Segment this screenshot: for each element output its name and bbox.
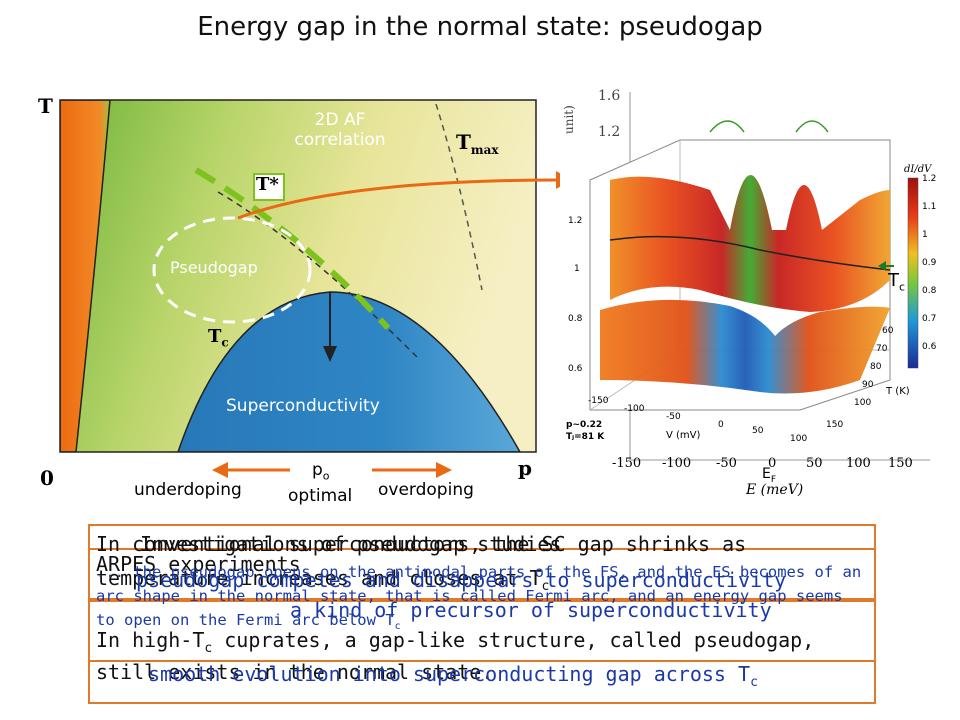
cbar-tick: 1	[922, 230, 928, 240]
e-tick: 50	[806, 456, 823, 471]
e-tick: -100	[662, 456, 692, 471]
e-axis-label: E (meV)	[746, 482, 804, 498]
tmax-label: Tmax	[456, 130, 499, 157]
cbar-tick: 0.7	[922, 314, 937, 324]
z-tick: 1	[574, 264, 580, 274]
tstar-label: T*	[256, 174, 279, 195]
bg-ytick-2: 1.2	[598, 124, 621, 140]
t-tick: 60	[882, 326, 894, 336]
t-tick: 100	[854, 398, 872, 408]
text-box-overlay-1	[88, 548, 876, 600]
sample-tc: Tⱼ=81 K	[566, 432, 605, 442]
cbar-tick: 0.6	[922, 342, 937, 352]
e-tick: 0	[768, 456, 777, 471]
axis-x-label: p	[518, 456, 532, 480]
z-tick: 0.8	[568, 314, 583, 324]
t-tick: 70	[876, 344, 888, 354]
cbar-tick: 1.1	[922, 202, 937, 212]
v-tick: -100	[624, 404, 645, 414]
phase-diagram: T p 0 3D AF order 2D AF correlation Tmax…	[0, 0, 560, 520]
overdoping-label: overdoping	[378, 480, 474, 500]
overlay-fermi-arc: ... the pseudogap opens on the antinodal…	[96, 563, 862, 633]
overlay-investigations: Investigations of pseudogap studies	[140, 532, 562, 556]
e-tick: 150	[888, 456, 913, 471]
af2d-region-label-line2: correlation	[294, 130, 386, 150]
p0-label: po	[312, 460, 330, 483]
fermi-energy-label: EF	[762, 466, 777, 485]
bg-ytick-1: 1.6	[598, 88, 621, 104]
axis-origin-label: 0	[40, 466, 54, 490]
cbar-tick: 1.2	[922, 174, 937, 184]
main-text-line1: In conventional superconductors, the SC …	[96, 532, 747, 556]
v-tick: 50	[752, 426, 764, 436]
v-tick: -150	[588, 396, 609, 406]
text-box-overlay-2	[88, 600, 876, 662]
main-text-line2: temperature increases and closes at Tc	[96, 566, 550, 594]
e-tick: -50	[716, 456, 737, 471]
v-tick: 100	[790, 434, 808, 444]
tc-marker-label: Tc	[888, 270, 906, 294]
page-title: Energy gap in the normal state: pseudoga…	[197, 12, 763, 42]
main-text-line4: still exists in the normal state.	[96, 660, 494, 684]
v-tick: 150	[826, 420, 844, 430]
v-tick: -50	[666, 412, 681, 422]
af2d-region-label-line1: 2D AF	[314, 110, 366, 130]
underdoping-label: underdoping	[134, 480, 242, 500]
z-tick: 1.2	[568, 216, 583, 226]
z-tick: 0.6	[568, 364, 583, 374]
e-tick: -150	[612, 456, 642, 471]
af3d-region-label: 3D AF order	[16, 261, 36, 358]
main-text-line3: In high-Tc cuprates, a gap-like structur…	[96, 628, 815, 656]
overlay-precursor: a kind of precursor of superconductivity	[290, 598, 772, 622]
t-tick: 90	[862, 380, 874, 390]
v-axis-label: V (mV)	[666, 430, 701, 441]
sample-doping: p~0.22	[566, 420, 603, 430]
t-tick: 80	[870, 362, 882, 372]
pseudogap-region-label: Pseudogap	[170, 258, 258, 277]
bg-ylabel: unit)	[562, 105, 576, 134]
cbar-tick: 0.9	[922, 258, 937, 268]
spectra-plot: 1.6 1.2 unit) dI/dV 1.2 1.1 1 0.9 0.8 0.…	[560, 80, 960, 510]
cbar-tick: 0.8	[922, 286, 937, 296]
axis-y-label: T	[38, 94, 53, 118]
t-axis-label: T (K)	[886, 386, 910, 397]
cbar-ticks: 1.2 1.1 1 0.9 0.8 0.7 0.6	[922, 174, 952, 374]
overlay-arpes: ARPES experiments	[96, 552, 301, 576]
superconductivity-region-label: Superconductivity	[226, 396, 380, 416]
optimal-label: optimal	[288, 486, 353, 506]
overlay-competes: pseudogap competes and disappears to sup…	[136, 568, 787, 592]
v-tick: 0	[718, 420, 724, 430]
overlay-smooth-evolution: smooth evolution into superconducting ga…	[148, 662, 758, 690]
cbar-title: dI/dV	[904, 164, 932, 175]
tc-label: Tc	[208, 326, 229, 350]
e-tick: 100	[846, 456, 871, 471]
